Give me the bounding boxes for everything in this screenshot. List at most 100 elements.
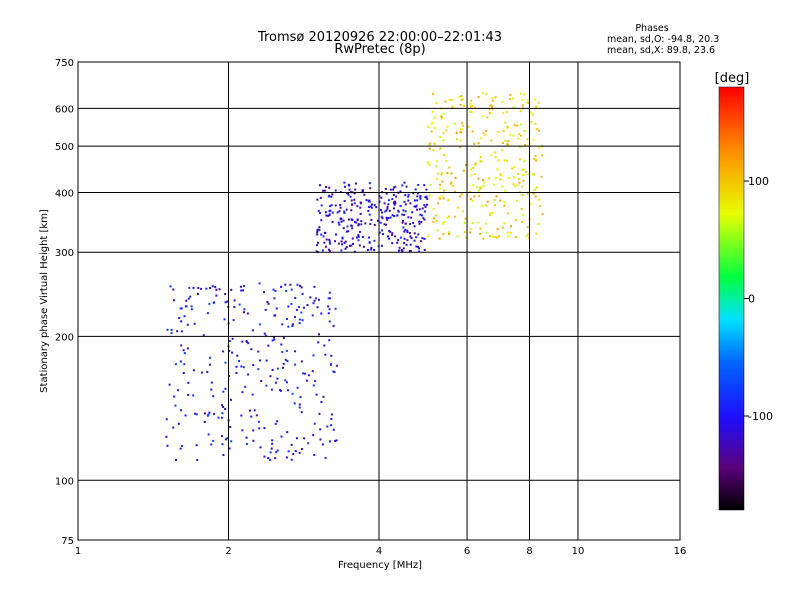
echo-point [506, 212, 509, 215]
echo-point [397, 239, 400, 242]
echo-point [263, 455, 266, 458]
echo-point [432, 207, 435, 210]
echo-point [185, 305, 188, 308]
echo-point [291, 392, 294, 395]
echo-point [474, 162, 477, 165]
echo-point [533, 173, 536, 176]
echo-point [368, 241, 371, 244]
echo-point [341, 237, 344, 240]
echo-point [521, 220, 524, 223]
echo-point [403, 237, 406, 240]
echo-point [489, 212, 492, 215]
echo-point [451, 105, 454, 108]
echo-point [218, 288, 221, 291]
echo-point [326, 425, 329, 428]
echo-point [496, 228, 499, 231]
echo-point [386, 207, 389, 210]
echo-point [328, 291, 331, 294]
echo-point [485, 129, 488, 132]
echo-point [425, 195, 428, 198]
echo-point [454, 176, 457, 179]
echo-point [423, 184, 426, 187]
echo-point [267, 457, 270, 460]
echo-point [481, 204, 484, 207]
echo-point [459, 145, 462, 148]
echo-point [172, 299, 175, 302]
echo-point [222, 454, 225, 457]
echo-point [259, 446, 262, 449]
echo-point [421, 237, 424, 240]
echo-point [435, 165, 438, 168]
echo-point [229, 398, 232, 401]
echo-point [355, 236, 358, 239]
echo-point [470, 99, 473, 102]
echo-point [520, 185, 523, 188]
echo-point [317, 209, 320, 212]
echo-point [368, 213, 371, 216]
echo-point [506, 126, 509, 129]
echo-point [361, 189, 364, 192]
echo-point [525, 171, 528, 174]
echo-point [224, 438, 227, 441]
echo-point [220, 404, 223, 407]
echo-point [298, 403, 301, 406]
echo-point [196, 292, 199, 295]
echo-point [318, 412, 321, 415]
echo-point [418, 250, 421, 253]
x-axis-label: Frequency [MHz] [338, 560, 422, 571]
echo-point [281, 323, 284, 326]
echo-point [209, 286, 212, 289]
echo-point [427, 125, 430, 128]
echo-point [455, 138, 458, 141]
echo-point [397, 249, 400, 252]
echo-point [257, 350, 260, 353]
echo-point [433, 116, 436, 119]
echo-point [344, 240, 347, 243]
echo-point [284, 283, 287, 286]
echo-point [275, 307, 278, 310]
colorbar-label: [deg] [715, 71, 750, 86]
echo-point [175, 458, 178, 461]
echo-point [523, 93, 526, 96]
echo-point [319, 211, 322, 214]
echo-point [527, 101, 530, 104]
echo-point [294, 316, 297, 319]
echo-point [305, 379, 308, 382]
echo-point [193, 322, 196, 325]
echo-point [534, 158, 537, 161]
echo-point [212, 439, 215, 442]
echo-point [330, 424, 333, 427]
echo-point [446, 172, 449, 175]
echo-point [381, 211, 384, 214]
echo-point [460, 95, 463, 98]
echo-point [477, 95, 480, 98]
echo-point [440, 117, 443, 120]
echo-point [251, 393, 254, 396]
echo-point [333, 371, 336, 374]
echo-point [250, 415, 253, 418]
echo-point [365, 199, 368, 202]
echo-point [504, 121, 507, 124]
echo-point [391, 198, 394, 201]
echo-point [511, 167, 514, 170]
echo-point [469, 227, 472, 230]
echo-point [474, 106, 477, 109]
echo-point [477, 145, 480, 148]
x-tick-label: 4 [376, 546, 382, 557]
y-tick-label: 300 [55, 248, 74, 259]
echo-point [319, 184, 322, 187]
echo-point [464, 217, 467, 220]
echo-point [415, 204, 418, 207]
echo-point [369, 205, 372, 208]
echo-point [370, 206, 373, 209]
echo-point [413, 239, 416, 242]
echo-point [480, 185, 483, 188]
echo-point [286, 360, 289, 363]
echo-point [533, 157, 536, 160]
echo-point [418, 220, 421, 223]
echo-point [538, 147, 541, 150]
echo-point [202, 334, 205, 337]
echo-point [469, 197, 472, 200]
echo-point [396, 241, 399, 244]
echo-point [494, 96, 497, 99]
